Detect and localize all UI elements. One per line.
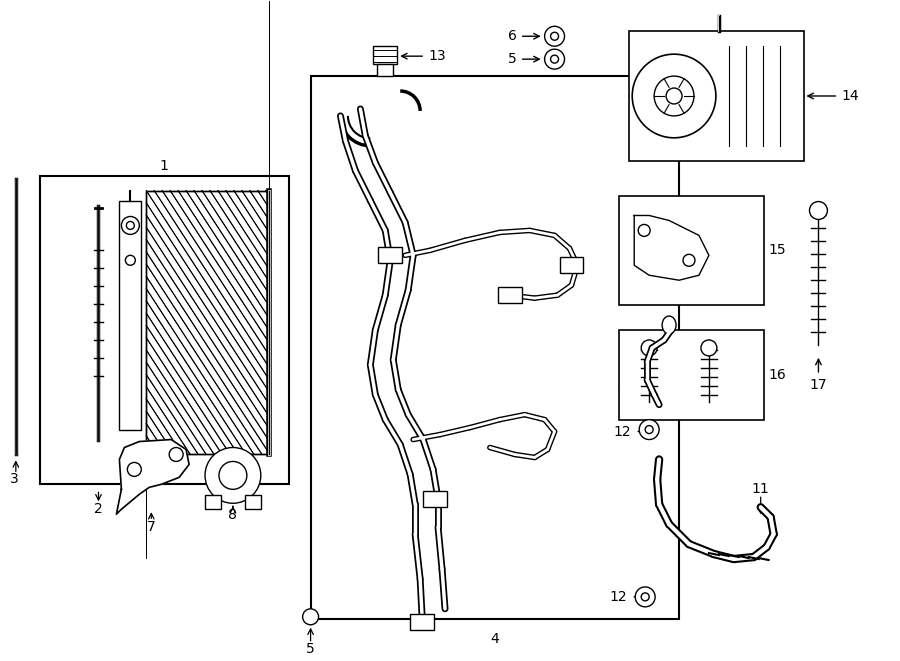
Circle shape [666,88,682,104]
Circle shape [638,225,650,237]
Circle shape [128,463,141,477]
Text: 6: 6 [508,29,517,43]
Bar [120,200,141,430]
Circle shape [654,76,694,116]
Text: 3: 3 [10,473,18,486]
Bar [560,257,583,273]
Text: 13: 13 [428,49,446,63]
Text: 5: 5 [508,52,517,66]
Text: 1: 1 [160,159,168,173]
Bar [310,76,679,619]
Polygon shape [116,440,189,514]
Circle shape [551,32,559,40]
Circle shape [641,593,649,601]
Circle shape [544,49,564,69]
Ellipse shape [662,316,676,334]
Bar [410,614,434,630]
Bar [147,190,269,455]
Circle shape [169,447,183,461]
Text: 7: 7 [147,520,156,534]
Circle shape [809,202,827,219]
Text: 9: 9 [697,331,706,345]
Circle shape [122,217,140,235]
Circle shape [302,609,319,625]
Bar [205,495,221,509]
Text: 5: 5 [306,642,315,656]
Text: 4: 4 [491,632,500,646]
Text: 16: 16 [769,368,787,382]
Text: 14: 14 [842,89,859,103]
Circle shape [635,587,655,607]
Circle shape [544,26,564,46]
Circle shape [219,461,247,489]
Circle shape [701,340,717,356]
Text: 8: 8 [229,508,238,522]
Bar [245,495,261,509]
Bar [498,287,522,303]
Bar [147,190,269,455]
Bar [619,330,764,420]
Circle shape [639,420,659,440]
Bar [423,491,447,507]
Circle shape [205,447,261,503]
Text: 10: 10 [616,383,634,397]
Text: 12: 12 [609,590,627,604]
Circle shape [632,54,716,137]
Text: 15: 15 [769,243,787,257]
Circle shape [125,255,135,265]
Text: 12: 12 [614,424,631,438]
Bar [40,176,289,485]
Bar [378,247,402,263]
Text: 11: 11 [752,483,770,496]
Circle shape [645,426,653,434]
Bar [619,196,764,305]
Circle shape [551,55,559,63]
Bar [377,64,393,76]
Circle shape [641,340,657,356]
Circle shape [126,221,134,229]
Polygon shape [634,215,709,280]
Circle shape [683,254,695,266]
Bar [374,46,397,64]
Text: 2: 2 [94,502,103,516]
Text: 17: 17 [810,378,827,392]
Bar [629,31,804,161]
